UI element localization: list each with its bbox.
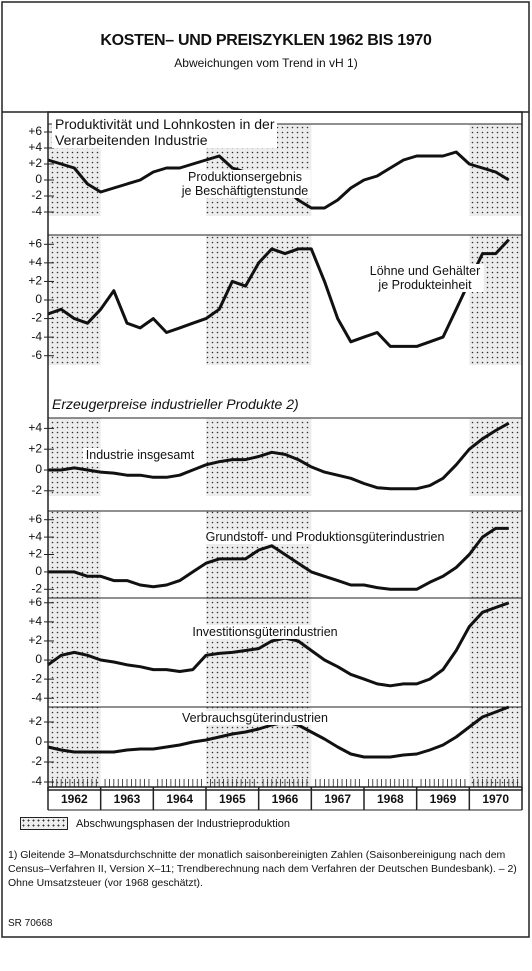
outer-frame (1, 1, 530, 938)
x-tick-label: 1966 (272, 792, 299, 806)
x-tick-label: 1965 (219, 792, 246, 806)
y-tick-label: -6 (31, 348, 42, 362)
x-tick-label: 1962 (61, 792, 88, 806)
label-line: je Produkteinheit (378, 278, 472, 292)
shaded-period (469, 511, 522, 598)
y-tick-label: +2 (28, 441, 42, 455)
y-tick-label: +2 (28, 274, 42, 288)
y-tick-label: -4 (31, 329, 42, 343)
series-label: Produktionsergebnis je Beschäftigtenstund… (178, 170, 312, 198)
y-tick-label: -2 (31, 581, 42, 595)
y-tick-label: +6 (28, 124, 42, 138)
section-heading: Erzeugerpreise industrieller Produkte 2) (52, 396, 299, 412)
label-line: Investitionsgüterindustrien (192, 625, 338, 639)
shaded-period (206, 235, 312, 365)
y-tick-label: +2 (28, 156, 42, 170)
label-line: Produktivität und Lohnkosten in der (55, 116, 275, 132)
y-tick-label: +4 (28, 140, 42, 154)
y-tick-label: 0 (35, 652, 42, 666)
y-tick-label: 0 (35, 292, 42, 306)
y-tick-label: +4 (28, 529, 42, 543)
x-tick-label: 1967 (324, 792, 351, 806)
y-tick-label: +6 (28, 236, 42, 250)
data-line (48, 421, 510, 491)
label-line: Produktionsergebnis (188, 170, 302, 184)
chart-subtitle: Abweichungen vom Trend in vH 1) (174, 56, 358, 70)
x-tick-label: 1970 (482, 792, 509, 806)
data-line (47, 238, 510, 348)
series-label: Löhne und Gehälter je Produkteinheit (366, 264, 484, 292)
shaded-period (469, 598, 522, 703)
header: KOSTEN– UND PREISZYKLEN 1962 BIS 1970 Ab… (0, 32, 532, 70)
label-line: Verbrauchsgüterindustrien (182, 711, 328, 725)
legend-swatch (20, 817, 68, 830)
source: SR 70668 (8, 918, 53, 929)
data-line (48, 526, 509, 591)
shaded-period (469, 235, 522, 365)
label-line: Industrie insgesamt (85, 448, 195, 462)
legend-label: Abschwungsphasen der Industrieproduktion (76, 817, 291, 830)
series-label: Grundstoff- und Produktionsgüterindustri… (202, 530, 448, 544)
y-tick-label: 0 (35, 734, 42, 748)
y-tick-label: -2 (31, 188, 42, 202)
plots: +6+4+20-2-4+6+4+20-2-4-6+4+20-2+6+4+20-2… (2, 111, 529, 811)
y-tick-label: +2 (28, 633, 42, 647)
y-tick-label: -2 (31, 483, 42, 497)
x-tick-label: 1964 (166, 792, 193, 806)
y-tick-label: -4 (31, 204, 42, 218)
y-tick-label: 0 (35, 172, 42, 186)
shaded-period (48, 511, 101, 598)
shaded-period (48, 598, 101, 703)
x-tick-label: 1969 (430, 792, 457, 806)
shaded-period (48, 235, 101, 365)
shaded-period (469, 124, 522, 216)
y-tick-label: +2 (28, 714, 42, 728)
shaded-period (206, 511, 312, 598)
y-tick-label: 0 (35, 564, 42, 578)
y-tick-label: +4 (28, 421, 42, 435)
footnote: 1) Gleitende 3–Monatsdurchschnitte der m… (8, 849, 517, 889)
label-line: Löhne und Gehälter (369, 264, 481, 278)
shaded-period (469, 707, 522, 787)
y-tick-label: +2 (28, 547, 42, 561)
x-tick-label: 1968 (377, 792, 404, 806)
y-tick-label: +4 (28, 255, 42, 269)
label-line: Verarbeitenden Industrie (55, 132, 208, 148)
series-label: Verbrauchsgüterindustrien (179, 711, 331, 725)
panel-title: Produktivität und Lohnkosten in der Verar… (52, 116, 278, 148)
y-tick-label: +6 (28, 595, 42, 609)
x-tick-label: 1963 (114, 792, 141, 806)
y-tick-label: +4 (28, 614, 42, 628)
y-tick-label: -4 (31, 774, 42, 788)
label-line: je Beschäftigtenstunde (181, 184, 309, 198)
series-label: Investitionsgüterindustrien (189, 625, 341, 639)
legend: Abschwungsphasen der Industrieproduktion (20, 817, 290, 830)
y-tick-label: -2 (31, 311, 42, 325)
y-tick-label: -2 (31, 671, 42, 685)
y-tick-label: +6 (28, 512, 42, 526)
series-label: Industrie insgesamt (82, 448, 198, 462)
y-tick-label: -4 (31, 690, 42, 704)
data-line (47, 601, 510, 688)
y-tick-label: -2 (31, 754, 42, 768)
shaded-period (48, 707, 101, 787)
label-line: Grundstoff- und Produktionsgüterindustri… (205, 530, 445, 544)
chart-title: KOSTEN– UND PREISZYKLEN 1962 BIS 1970 (100, 32, 432, 49)
shaded-period (206, 598, 312, 703)
y-tick-label: 0 (35, 462, 42, 476)
